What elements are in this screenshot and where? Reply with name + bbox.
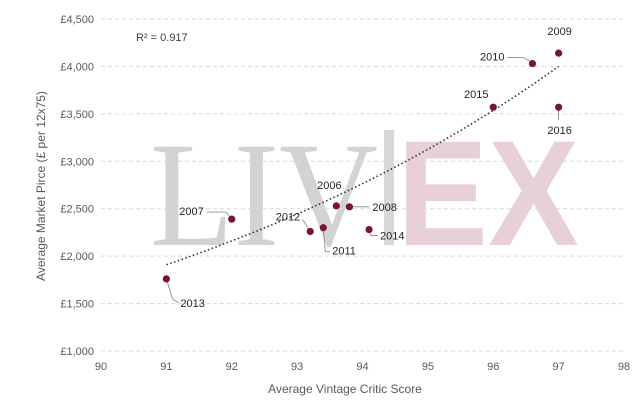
x-tick-label: 97 — [553, 361, 565, 373]
data-point — [555, 49, 563, 57]
data-point — [365, 225, 373, 234]
data-point — [319, 224, 327, 232]
x-tick-label: 98 — [618, 361, 630, 373]
trendline-path — [166, 65, 560, 266]
point-label: 2015 — [464, 89, 488, 101]
y-tick-label: £2,500 — [60, 204, 94, 216]
y-tick-label: £4,500 — [60, 14, 94, 26]
y-tick-label: £1,000 — [60, 346, 94, 358]
x-tick-label: 91 — [160, 361, 172, 373]
watermark-liv: LIV — [150, 112, 378, 278]
data-point — [489, 103, 497, 111]
data-point — [228, 215, 236, 223]
point-label: 2014 — [380, 231, 404, 243]
leader-line — [507, 57, 531, 62]
y-tick-label: £3,500 — [60, 109, 94, 121]
y-tick-label: £2,000 — [60, 251, 94, 263]
data-point — [332, 202, 340, 210]
x-tick-label: 93 — [291, 361, 303, 373]
label-leader-lines — [165, 57, 560, 304]
point-label: 2012 — [276, 211, 300, 223]
y-tick-label: £1,500 — [60, 299, 94, 311]
trendline — [166, 65, 560, 266]
data-point — [528, 59, 537, 68]
leader-line — [322, 227, 331, 253]
r-squared-label: R² = 0.917 — [136, 32, 188, 44]
leader-line — [301, 219, 311, 232]
x-tick-label: 94 — [356, 361, 368, 373]
data-point — [555, 103, 563, 111]
y-axis-ticks: £1,000 £1,500 £2,000 £2,500 £3,000 £3,500 £4,0… — [60, 14, 94, 358]
data-points — [162, 49, 563, 283]
watermark-divider — [384, 130, 394, 245]
point-label: 2016 — [547, 125, 571, 137]
x-tick-label: 90 — [95, 361, 107, 373]
y-tick-label: £4,000 — [60, 61, 94, 73]
point-labels: 2013 2007 2012 2011 2006 2008 2014 2015 2010 2009… — [179, 26, 572, 310]
x-tick-label: 96 — [487, 361, 499, 373]
x-tick-label: 92 — [226, 361, 238, 373]
y-tick-label: £3,000 — [60, 156, 94, 168]
watermark-ex: EX — [397, 109, 579, 277]
point-label: 2013 — [180, 298, 204, 310]
data-point — [306, 227, 314, 236]
livex-watermark: LIV EX — [150, 109, 579, 278]
x-axis-title: Average Vintage Critic Score — [268, 382, 422, 396]
gridlines — [101, 18, 624, 352]
x-tick-label: 95 — [422, 361, 434, 373]
point-label: 2011 — [332, 246, 356, 258]
point-label: 2008 — [372, 202, 396, 214]
y-axis-title: Average Market Pirce (£ per 12x75) — [34, 91, 48, 281]
point-label: 2007 — [179, 206, 203, 218]
point-label: 2006 — [317, 180, 341, 192]
data-point — [162, 275, 170, 283]
point-label: 2010 — [480, 52, 504, 64]
data-point — [345, 203, 354, 211]
leader-line — [165, 278, 179, 304]
point-label: 2009 — [547, 26, 571, 38]
x-axis-ticks: 90 91 92 93 94 95 96 97 98 — [95, 361, 630, 373]
